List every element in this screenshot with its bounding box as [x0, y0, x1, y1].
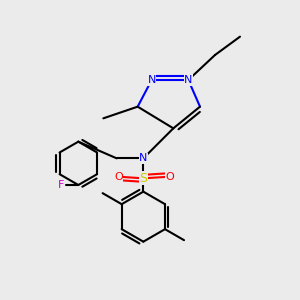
- Text: N: N: [148, 75, 156, 85]
- Text: O: O: [166, 172, 174, 182]
- Text: S: S: [139, 172, 147, 185]
- Text: N: N: [184, 75, 193, 85]
- Text: N: N: [139, 153, 148, 163]
- Text: O: O: [114, 172, 123, 182]
- Text: F: F: [58, 180, 64, 190]
